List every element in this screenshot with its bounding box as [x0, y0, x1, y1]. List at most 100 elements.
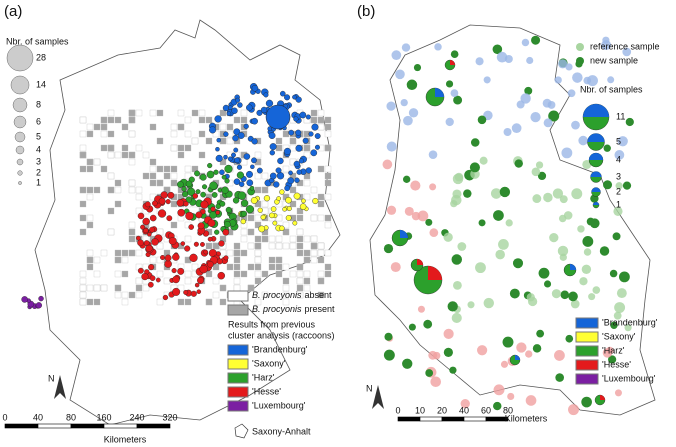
sample-dot: [240, 210, 247, 217]
grid-cell: [212, 130, 220, 138]
sample-dot: [563, 211, 573, 220]
grid-cell: [107, 116, 115, 124]
grid-cell: [324, 116, 332, 124]
sample-dot: [614, 302, 626, 313]
scale-label: 60: [481, 405, 491, 415]
sample-dot: [233, 178, 241, 185]
sample-dot: [209, 126, 217, 134]
grid-cell: [135, 144, 143, 152]
sample-dot: [258, 225, 266, 233]
sample-dot: [216, 137, 221, 143]
grid-cell: [219, 123, 227, 131]
grid-cell: [226, 263, 234, 271]
sample-dot: [35, 302, 42, 309]
grid-cell: [177, 284, 185, 292]
sample-dot: [603, 180, 613, 190]
grid-cell: [86, 158, 94, 166]
sample-dot: [417, 305, 425, 313]
grid-cell: [198, 130, 206, 138]
grid-cell: [296, 277, 304, 285]
legend-label: absent: [305, 290, 333, 300]
sample-dot: [477, 115, 487, 125]
size-legend-circle: [14, 131, 26, 143]
sample-dot: [469, 162, 480, 173]
sample-dot: [428, 150, 438, 159]
sample-dot: [500, 360, 509, 368]
grid-cell: [324, 130, 332, 138]
sample-dot: [578, 135, 588, 146]
grid-cell: [156, 137, 164, 145]
sample-dot: [243, 123, 249, 129]
sample-dot: [288, 170, 293, 176]
sample-dot: [207, 219, 216, 227]
grid-cell: [233, 277, 241, 285]
size-legend-label: 1: [616, 199, 621, 209]
sample-dot: [167, 191, 175, 199]
sample-dot: [236, 164, 243, 170]
legend-label: new sample: [590, 55, 638, 65]
sample-dot: [526, 56, 534, 65]
grid-cell: [310, 249, 318, 257]
grid-cell: [121, 144, 129, 152]
grid-cell: [149, 179, 157, 187]
sample-dot: [197, 222, 205, 230]
sample-dot: [581, 264, 592, 275]
sample-dot: [209, 181, 218, 190]
legend-heading: cluster analysis (raccoons): [228, 330, 335, 340]
sample-dot: [602, 348, 613, 358]
panel-label: (b): [357, 3, 375, 20]
sample-dot: [183, 289, 189, 295]
sample-dot: [243, 153, 251, 160]
sample-dot: [429, 183, 437, 191]
sample-dot: [185, 211, 194, 221]
grid-cell: [303, 249, 311, 257]
sample-dot: [223, 154, 228, 160]
sample-dot: [383, 349, 395, 361]
sample-dot: [499, 186, 511, 198]
grid-cell: [247, 242, 255, 250]
sample-dot: [490, 188, 502, 199]
sample-dot: [251, 157, 257, 164]
size-legend-circle: [18, 181, 22, 185]
sample-dot: [172, 275, 180, 284]
sample-dot: [215, 210, 220, 215]
grid-cell: [282, 298, 290, 306]
sample-dot: [614, 150, 625, 160]
sample-dot: [257, 207, 263, 213]
scale-label: 80: [66, 412, 76, 422]
grid-cell: [303, 193, 311, 201]
scale-segment: [103, 423, 138, 429]
grid-cell: [275, 270, 283, 278]
swatch: [575, 345, 599, 357]
grid-cell: [121, 270, 129, 278]
sample-dot: [615, 182, 623, 190]
sample-dot: [240, 218, 246, 225]
sample-dot: [516, 342, 527, 353]
grid-cell: [310, 242, 318, 250]
grid-cell: [275, 263, 283, 271]
grid-cell: [86, 130, 94, 138]
sample-dot: [268, 132, 276, 139]
sample-dot: [384, 332, 393, 341]
grid-cell: [79, 165, 87, 173]
grid-cell: [100, 116, 108, 124]
grid-cell: [247, 214, 255, 222]
size-legend-label: 8: [36, 99, 41, 109]
sample-dot: [142, 217, 150, 226]
legend-label: reference sample: [590, 41, 660, 51]
grid-cell: [107, 207, 115, 215]
grid-cell: [324, 214, 332, 222]
grid-cell: [184, 130, 192, 138]
sample-dot: [269, 172, 277, 180]
grid-cell: [261, 200, 269, 208]
grid-cell: [128, 116, 136, 124]
grid-cell: [282, 277, 290, 285]
species: B. procyonis: [252, 304, 302, 314]
grid-cell: [254, 256, 262, 264]
scale-label: 20: [437, 405, 447, 415]
grid-cell: [324, 172, 332, 180]
size-legend-label: 4: [36, 144, 41, 154]
sample-dot: [223, 221, 231, 228]
grid-cell: [296, 235, 304, 243]
sample-dot: [137, 212, 145, 220]
